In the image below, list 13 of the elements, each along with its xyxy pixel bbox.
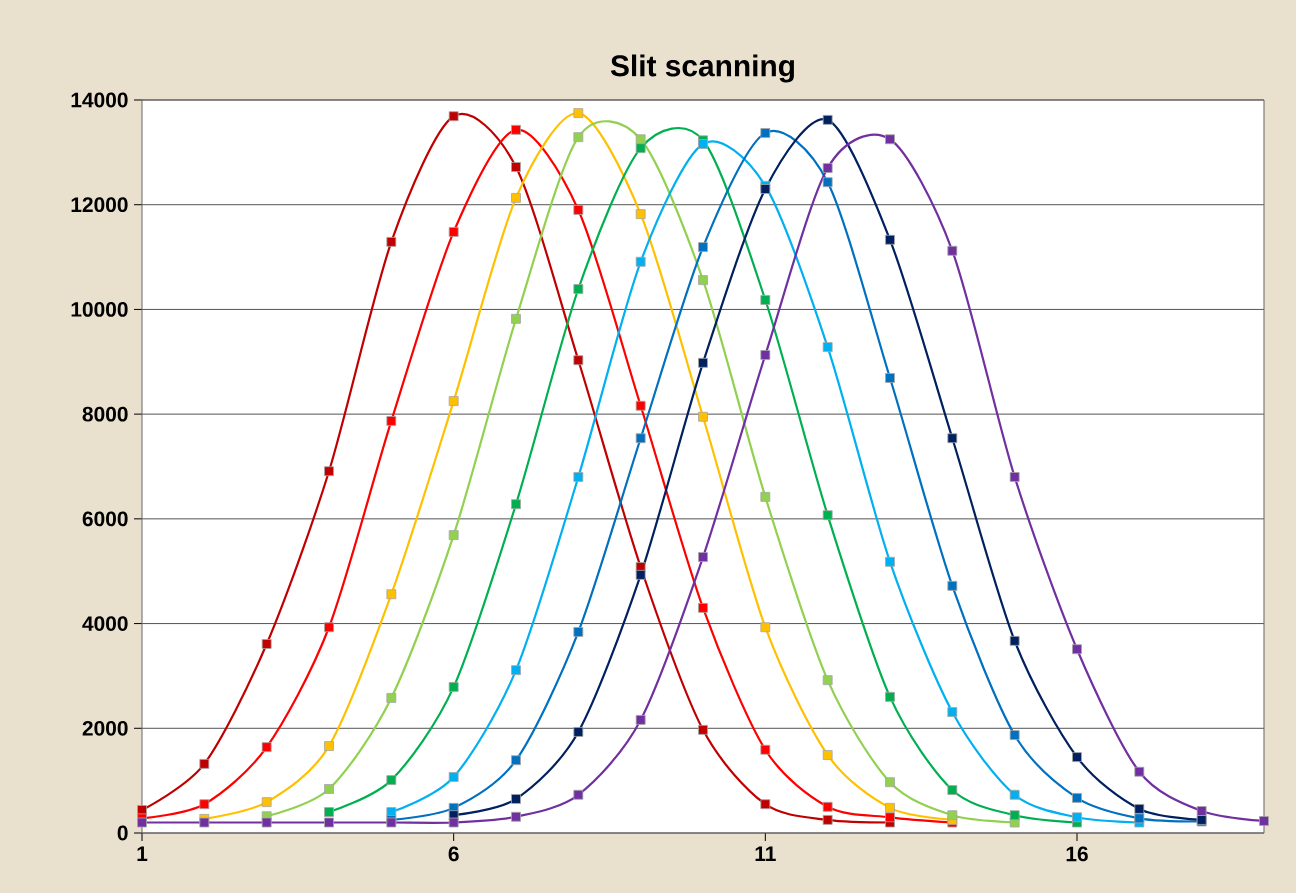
y-tick-label: 2000 [82, 720, 128, 736]
y-tick-label: 0 [117, 825, 128, 841]
x-tick-label: 1 [137, 846, 148, 861]
y-tick-label: 8000 [82, 406, 128, 422]
x-tick-label: 16 [1066, 846, 1088, 862]
x-tick-label: 6 [448, 846, 459, 862]
chart-title: Slit scanning [610, 54, 794, 83]
y-tick-label: 4000 [82, 616, 128, 631]
y-tick-label: 6000 [82, 511, 128, 527]
x-tick-label: 11 [755, 846, 776, 861]
y-tick-label: 10000 [71, 302, 128, 317]
y-tick-label: 12000 [71, 197, 128, 213]
y-tick-label: 14000 [71, 92, 128, 108]
